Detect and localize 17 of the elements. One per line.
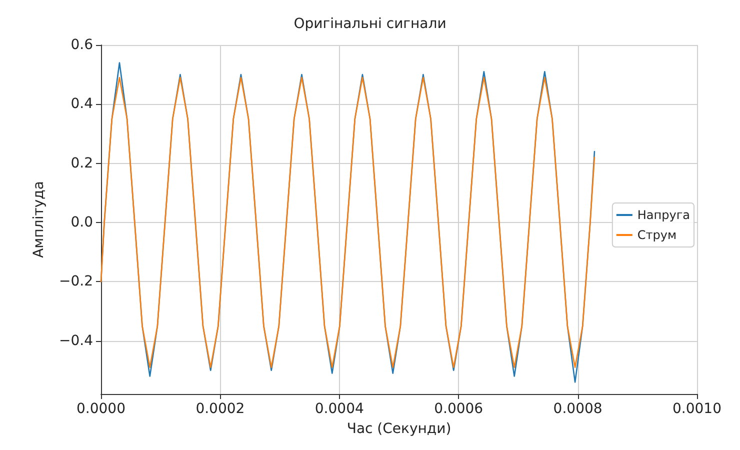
y-tick-label: −0.2 — [59, 274, 93, 290]
x-tick-label: 0.0006 — [434, 401, 484, 417]
y-tick-label: −0.4 — [59, 332, 94, 349]
chart-title: Оригінальні сигнали — [294, 16, 446, 32]
y-tick-label: 0.4 — [70, 96, 94, 112]
x-axis-title: Час (Секунди) — [346, 421, 452, 437]
legend-label: Напруга — [637, 208, 690, 222]
x-tick-label: 0.0002 — [196, 401, 245, 417]
x-tick-label: 0.0008 — [553, 401, 602, 417]
x-tick-label: 0.0010 — [672, 401, 722, 417]
legend-label: Струм — [637, 228, 677, 242]
y-tick-label: 0.0 — [70, 214, 93, 230]
y-tick-label: 0.6 — [70, 37, 94, 53]
y-tick-label: 0.2 — [70, 155, 93, 172]
x-tick-label: 0.0004 — [314, 401, 364, 417]
x-tick-label: 0.0000 — [76, 401, 126, 417]
y-axis-title: Амплітуда — [31, 181, 47, 258]
